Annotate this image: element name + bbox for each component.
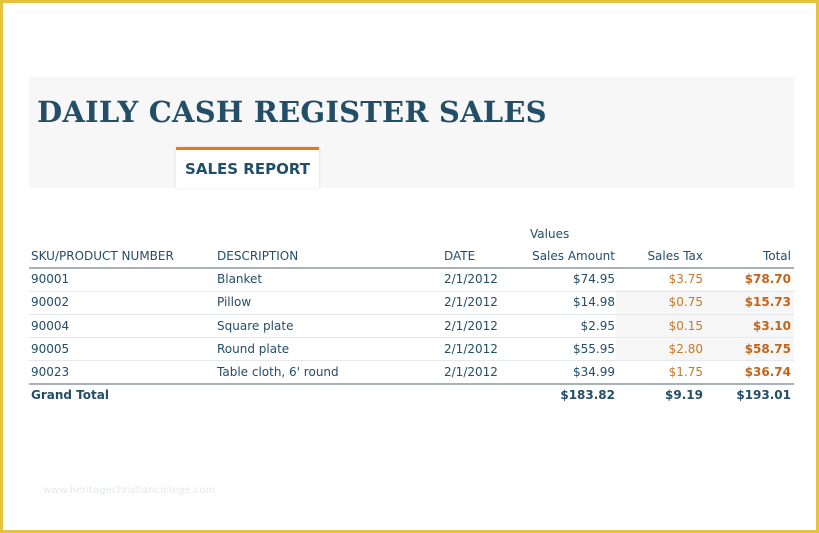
values-label: Values [530,227,570,241]
column-header-sales-tax[interactable]: Sales Tax [647,249,703,263]
column-header-sku[interactable]: SKU/PRODUCT NUMBER [31,249,174,263]
table-row-3-date: 2/1/2012 [444,319,498,333]
table-row-4-sales-amount: $55.95 [573,342,615,356]
grand-total-sales-amount: $183.82 [560,388,615,402]
row-divider [29,360,794,361]
tab-sales-report[interactable]: SALES REPORT [176,147,319,188]
table-row-2-sales-tax: $0.75 [668,295,703,309]
table-row-5-sku: 90023 [31,365,70,379]
page-title: DAILY CASH REGISTER SALES [37,95,547,129]
table-row-1-sku: 90001 [31,272,70,286]
table-row-3-sales-amount: $2.95 [580,319,615,333]
table-row-5-total: $36.74 [744,365,791,379]
table-row-5-date: 2/1/2012 [444,365,498,379]
table-row-1-total: $78.70 [744,272,791,286]
row-divider [29,314,794,315]
table-row-4-sku: 90005 [31,342,70,356]
table-row-1-sales-amount: $74.95 [573,272,615,286]
tax-column-shade [616,290,794,360]
header-band [29,77,794,188]
table-row-2-total: $15.73 [744,295,791,309]
column-header-sales-amount[interactable]: Sales Amount [532,249,615,263]
header-divider [29,267,794,269]
watermark-text: www.heritagechristiancollege.com [43,485,216,496]
table-row-2-sales-amount: $14.98 [573,295,615,309]
table-row-5-sales-tax: $1.75 [668,365,703,379]
table-row-3-sku: 90004 [31,319,70,333]
grand-total-sales-tax: $9.19 [665,388,703,402]
table-row-1-sales-tax: $3.75 [668,272,703,286]
table-row-1-description: Blanket [217,272,263,286]
table-row-4-sales-tax: $2.80 [668,342,703,356]
table-row-3-description: Square plate [217,319,294,333]
column-header-description[interactable]: DESCRIPTION [217,249,299,263]
table-row-4-total: $58.75 [744,342,791,356]
table-row-1-date: 2/1/2012 [444,272,498,286]
column-header-date[interactable]: DATE [444,249,476,263]
row-divider [29,337,794,338]
table-row-5-description: Table cloth, 6' round [217,365,339,379]
table-row-4-description: Round plate [217,342,290,356]
table-row-3-sales-tax: $0.15 [668,319,703,333]
row-divider [29,291,794,292]
grand-total-total: $193.01 [736,388,791,402]
table-row-4-date: 2/1/2012 [444,342,498,356]
table-row-2-description: Pillow [217,295,252,309]
table-row-2-date: 2/1/2012 [444,295,498,309]
grand-total-label: Grand Total [31,388,109,402]
total-divider [29,383,794,385]
tab-sales-report-label: SALES REPORT [185,160,310,178]
table-row-3-total: $3.10 [753,319,791,333]
table-row-2-sku: 90002 [31,295,70,309]
column-header-total[interactable]: Total [762,249,791,263]
table-row-5-sales-amount: $34.99 [573,365,615,379]
